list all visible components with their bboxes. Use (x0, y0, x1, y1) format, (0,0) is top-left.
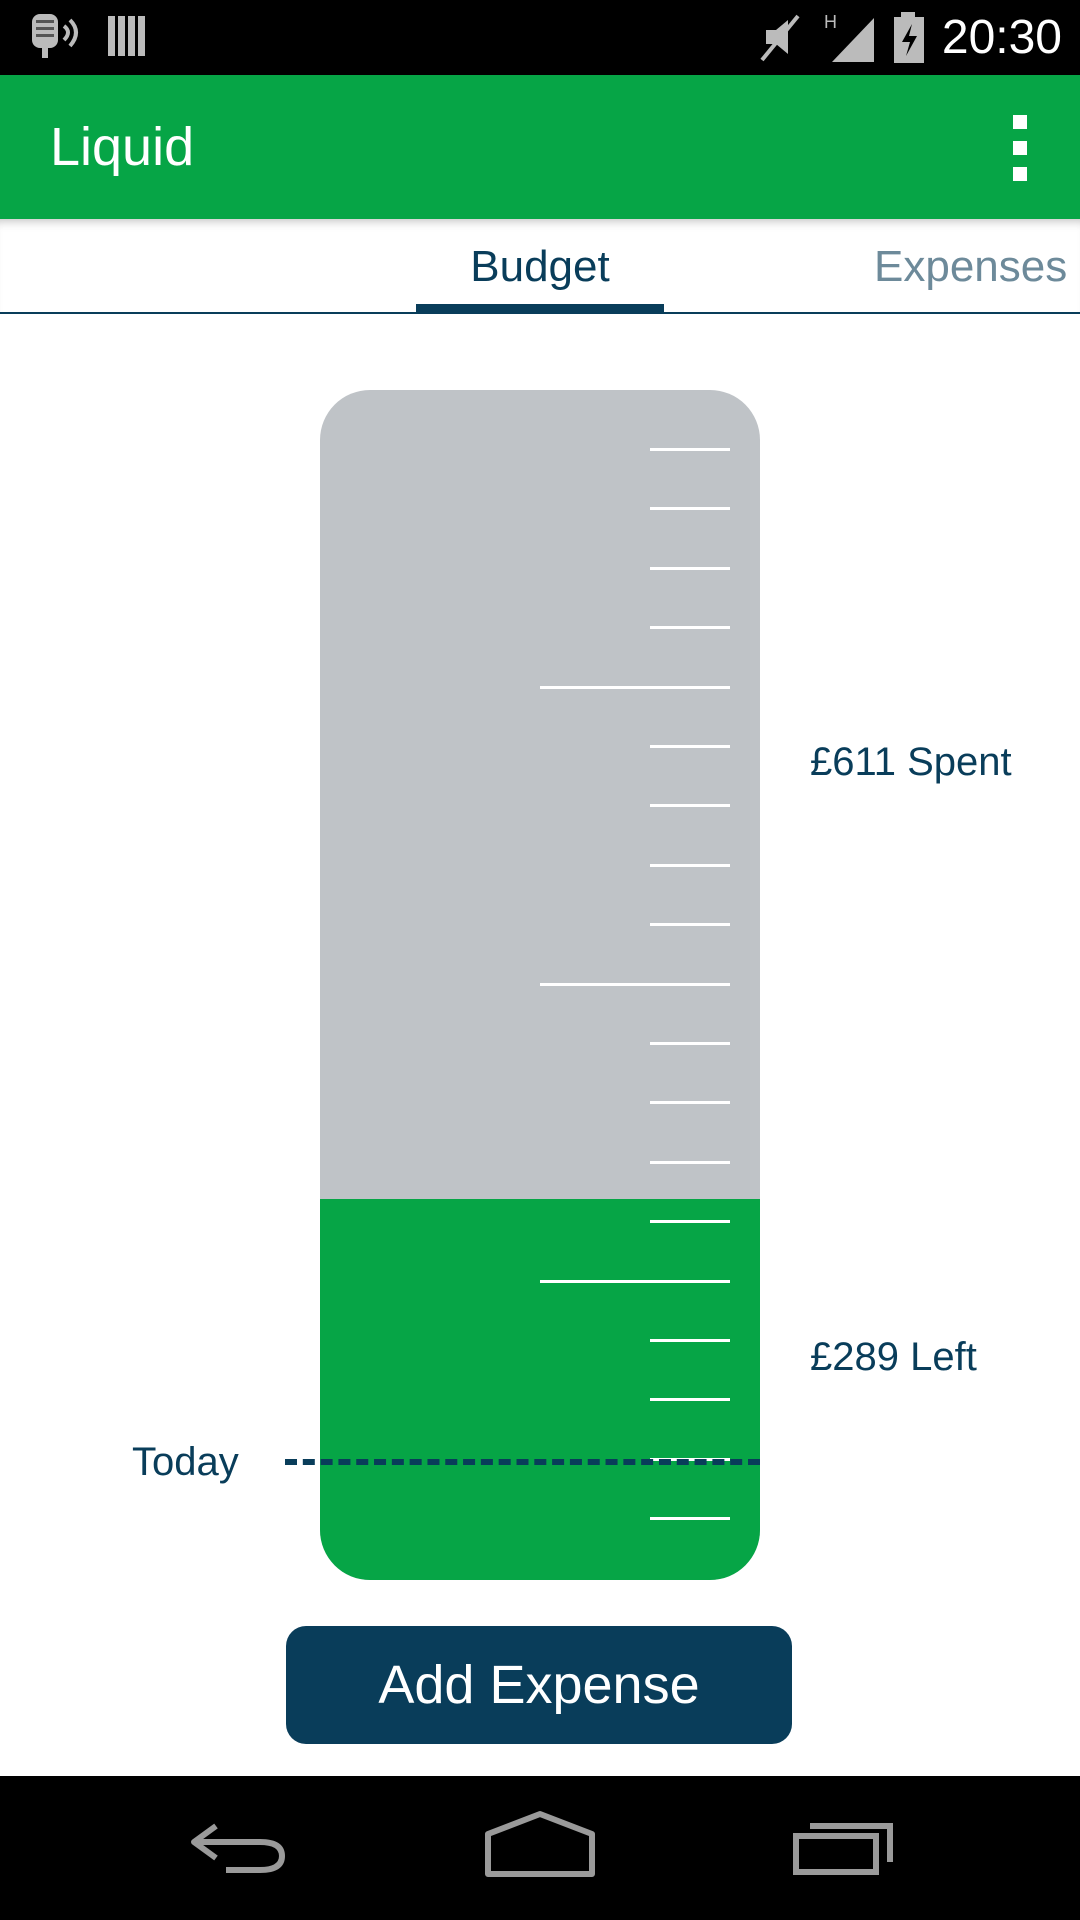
gauge-tick (650, 1398, 730, 1402)
gauge-tick (650, 1160, 730, 1164)
svg-text:H: H (824, 12, 837, 32)
gauge-tick (650, 804, 730, 808)
battery-charging-icon (894, 12, 924, 63)
gauge-tick (650, 448, 730, 451)
add-expense-button[interactable]: Add Expense (286, 1626, 792, 1744)
today-marker-line (285, 1459, 760, 1465)
today-label: Today (132, 1440, 239, 1484)
spent-label: £611 Spent (810, 740, 1012, 784)
gauge-tick (650, 1220, 730, 1224)
tab-expenses[interactable]: Expenses (874, 242, 1068, 291)
sim-icon (108, 16, 145, 56)
gauge-tick (540, 982, 730, 986)
gauge-tick (650, 923, 730, 927)
app-bar: Liquid (0, 75, 1080, 219)
gauge-tick (650, 566, 730, 570)
status-time: 20:30 (941, 11, 1062, 64)
remaining-fill (320, 1199, 760, 1580)
gauge-tick (540, 685, 730, 689)
mute-icon (760, 14, 800, 62)
gauge-tick (650, 507, 730, 511)
gauge-tick (650, 1517, 730, 1521)
budget-gauge (320, 390, 760, 1580)
tab-budget[interactable]: Budget (470, 242, 610, 291)
left-label: £289 Left (810, 1335, 977, 1379)
overflow-menu-icon[interactable] (1000, 115, 1040, 181)
back-icon[interactable] (186, 1806, 290, 1886)
gauge-tick (650, 1042, 730, 1045)
gauge-tick (650, 626, 730, 630)
gauge-tick (540, 1279, 730, 1283)
status-bar: H 20:30 (0, 0, 1080, 75)
gauge-tick (650, 863, 730, 867)
voice-app-icon (32, 14, 78, 58)
app-title: Liquid (50, 117, 195, 177)
home-icon[interactable] (484, 1806, 596, 1886)
gauge-tick (650, 1339, 730, 1342)
nav-bar (0, 1776, 1080, 1920)
tab-indicator (416, 304, 664, 312)
gauge-tick (650, 745, 730, 748)
gauge-tick (650, 1101, 730, 1105)
tab-divider (0, 312, 1080, 314)
signal-h-icon: H (824, 12, 874, 62)
tab-bar: Budget Expenses (0, 219, 1080, 313)
recent-apps-icon[interactable] (790, 1806, 896, 1886)
